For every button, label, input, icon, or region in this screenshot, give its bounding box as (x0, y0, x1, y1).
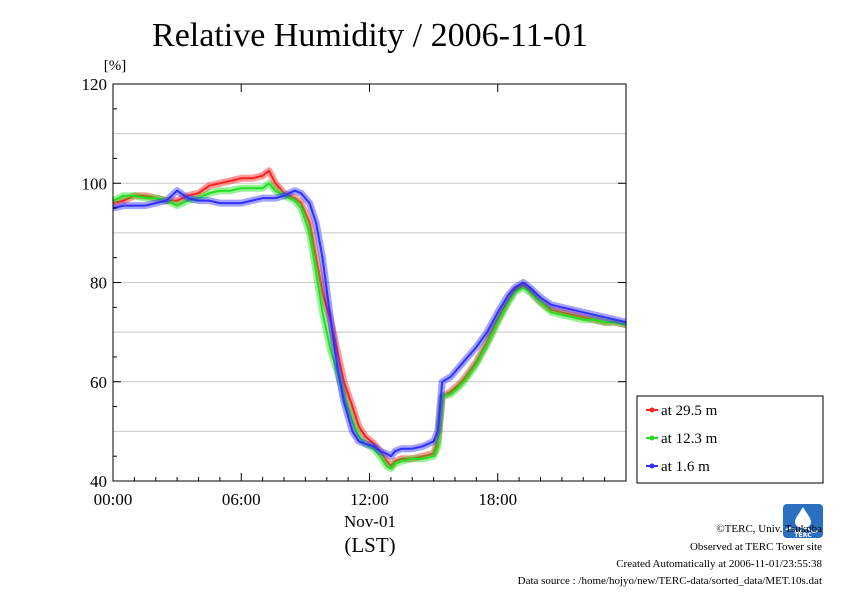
series-band-1 (112, 167, 627, 470)
legend-marker (649, 435, 655, 441)
series-band-3 (112, 187, 627, 460)
series-line-1 (112, 169, 627, 468)
y-tick-label: 40 (90, 472, 107, 491)
y-axis-unit-label: [%] (104, 58, 127, 74)
y-tick-label: 60 (90, 373, 107, 392)
x-axis-date-label: Nov-01 (344, 512, 396, 531)
legend-marker (649, 463, 655, 469)
legend-label: at 29.5 m (661, 403, 718, 419)
y-tick-label: 120 (82, 75, 108, 94)
created-text: Created Automatically at 2006-11-01/23:5… (616, 558, 822, 570)
copyright-text: ©TERC, Univ. Tsukuba (716, 523, 822, 535)
x-tick-label: 12:00 (350, 490, 389, 509)
legend-marker (649, 407, 655, 413)
x-tick-label: 00:00 (94, 490, 133, 509)
legend-entries: at 29.5 m at 12.3 m at 1.6 m (646, 403, 718, 475)
site-text: Observed at TERC Tower site (690, 541, 822, 553)
terc-logo-text: TERC (794, 532, 812, 539)
x-tick-label: 06:00 (222, 490, 261, 509)
legend-label: at 12.3 m (661, 431, 718, 447)
data-source-text: Data source : /home/hojyo/new/TERC-data/… (518, 575, 822, 587)
terc-logo: TERC (783, 504, 823, 539)
water-drop-icon (795, 507, 811, 528)
legend: at 29.5 m at 12.3 m at 1.6 m (636, 395, 824, 484)
series-line-2 (112, 182, 627, 470)
credits: ©TERC, Univ. Tsukuba Observed at TERC To… (518, 523, 823, 587)
legend-label: at 1.6 m (661, 459, 710, 475)
chart-title: Relative Humidity / 2006-11-01 (152, 17, 588, 54)
series-layer (111, 167, 627, 473)
axis-ticks: 40 60 80 100 120 00:00 06:00 12:00 18:00 (82, 75, 626, 509)
legend-box (636, 395, 824, 484)
x-tick-label: 18:00 (478, 490, 517, 509)
y-tick-label: 80 (90, 274, 107, 293)
wave-icon (785, 527, 819, 533)
series-band-2 (111, 179, 627, 473)
grid-lines (113, 133, 626, 432)
x-axis-timezone-label: (LST) (344, 533, 395, 557)
y-tick-label: 100 (82, 174, 108, 193)
series-line-3 (112, 189, 627, 458)
